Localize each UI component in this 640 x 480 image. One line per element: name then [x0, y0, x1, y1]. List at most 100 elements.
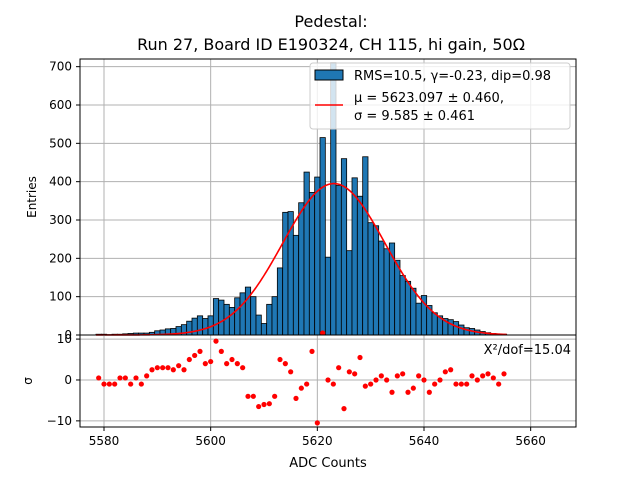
residual-point: [352, 371, 358, 377]
histogram-bar: [335, 185, 342, 336]
residual-point: [314, 420, 320, 426]
residual-point: [144, 373, 150, 379]
residual-point: [218, 348, 224, 354]
residual-point: [112, 381, 118, 387]
residual-point: [405, 389, 411, 395]
histogram-bar: [202, 318, 209, 336]
histogram-bar: [383, 248, 390, 336]
y-axis-ticks: 0 100 200 300 400 500 600 700: [49, 60, 80, 342]
histogram-bar: [351, 177, 358, 336]
residual-point: [464, 381, 470, 387]
residual-point: [256, 403, 262, 410]
legend-fit-label-sigma: σ = 9.585 ± 0.461: [354, 109, 475, 124]
residual-point: [501, 371, 507, 377]
residual-point: [458, 381, 464, 387]
residual-y-tick-label: 0: [64, 373, 72, 387]
residual-point: [410, 385, 416, 391]
residual-point: [234, 361, 240, 367]
residual-point: [240, 365, 246, 371]
residual-point: [400, 371, 406, 377]
histogram-bar: [218, 299, 225, 336]
residual-point: [181, 367, 187, 373]
residual-point: [416, 373, 422, 379]
residual-point: [245, 393, 251, 399]
histogram-bar: [415, 302, 422, 336]
residual-point: [357, 354, 363, 361]
histogram-bar: [308, 191, 316, 336]
residual-point: [197, 348, 203, 354]
x-tick-label: 5580: [89, 434, 120, 448]
residual-point: [277, 356, 283, 363]
histogram-bar: [404, 280, 412, 336]
residual-point: [378, 373, 384, 379]
residual-point: [160, 365, 166, 371]
legend-hist-label: RMS=10.5, γ=-0.23, dip=0.98: [354, 69, 551, 84]
residual-points: [96, 330, 507, 426]
x-axis-label: ADC Counts: [289, 456, 367, 471]
residual-point: [192, 352, 198, 359]
chi2-dof-annotation: X²/dof=15.04: [484, 343, 571, 358]
histogram-bar: [410, 287, 417, 336]
histogram-bar: [378, 240, 385, 336]
histogram-bar: [431, 312, 438, 336]
residual-point: [298, 385, 304, 391]
residual-point: [394, 373, 400, 379]
residual-point: [432, 381, 438, 387]
histogram-bar: [447, 319, 454, 336]
residual-point: [202, 361, 208, 367]
residual-y-tick-label: −10: [47, 414, 72, 428]
histogram-bar: [346, 250, 353, 336]
y-tick-label: 700: [49, 60, 72, 74]
residual-point: [138, 381, 144, 387]
residual-point: [421, 377, 427, 383]
histogram-bar: [271, 296, 278, 336]
residual-point: [96, 375, 102, 381]
residual-axes-frame: [79, 334, 577, 428]
histogram-bar: [196, 315, 204, 336]
residual-point: [154, 365, 160, 371]
residual-point: [229, 356, 235, 363]
residual-point: [437, 377, 443, 383]
residual-point: [469, 373, 475, 379]
x-tick-label: 5620: [302, 434, 333, 448]
residual-point: [149, 367, 155, 373]
residual-point: [330, 381, 336, 387]
histogram-bar: [239, 292, 246, 336]
x-tick-label: 5600: [195, 434, 226, 448]
residual-point: [133, 375, 139, 381]
histogram-bar: [255, 314, 262, 336]
histogram-bar: [394, 259, 401, 336]
histogram-bar: [250, 296, 257, 336]
histogram-bar: [362, 156, 369, 336]
legend-box: [309, 62, 571, 130]
residual-point: [496, 381, 502, 387]
residual-point: [165, 365, 171, 371]
chart-subtitle: Run 27, Board ID E190324, CH 115, hi gai…: [137, 35, 525, 54]
histogram-bar: [458, 324, 465, 336]
residual-point: [288, 369, 294, 375]
y-tick-label: 200: [49, 251, 72, 265]
residual-point: [448, 367, 454, 373]
x-tick-label: 5640: [409, 434, 440, 448]
residual-point: [453, 381, 459, 387]
histogram-bar: [367, 222, 374, 336]
residual-point: [170, 367, 176, 373]
residual-point: [250, 393, 256, 399]
residual-point: [176, 363, 182, 369]
histogram-bar: [276, 267, 284, 336]
residual-point: [341, 406, 347, 412]
residual-point: [106, 381, 112, 387]
histogram-bar: [228, 306, 236, 336]
residual-point: [320, 330, 326, 336]
histogram-bar: [292, 234, 300, 336]
residual-point: [128, 381, 134, 387]
y-axis-label: Entries: [25, 176, 39, 218]
residual-y-tick-label: 10: [57, 332, 72, 346]
legend-hist-swatch: [314, 69, 344, 81]
residual-point: [490, 375, 496, 381]
residual-point: [474, 377, 480, 383]
residual-point: [384, 377, 390, 383]
residual-point: [309, 348, 315, 354]
